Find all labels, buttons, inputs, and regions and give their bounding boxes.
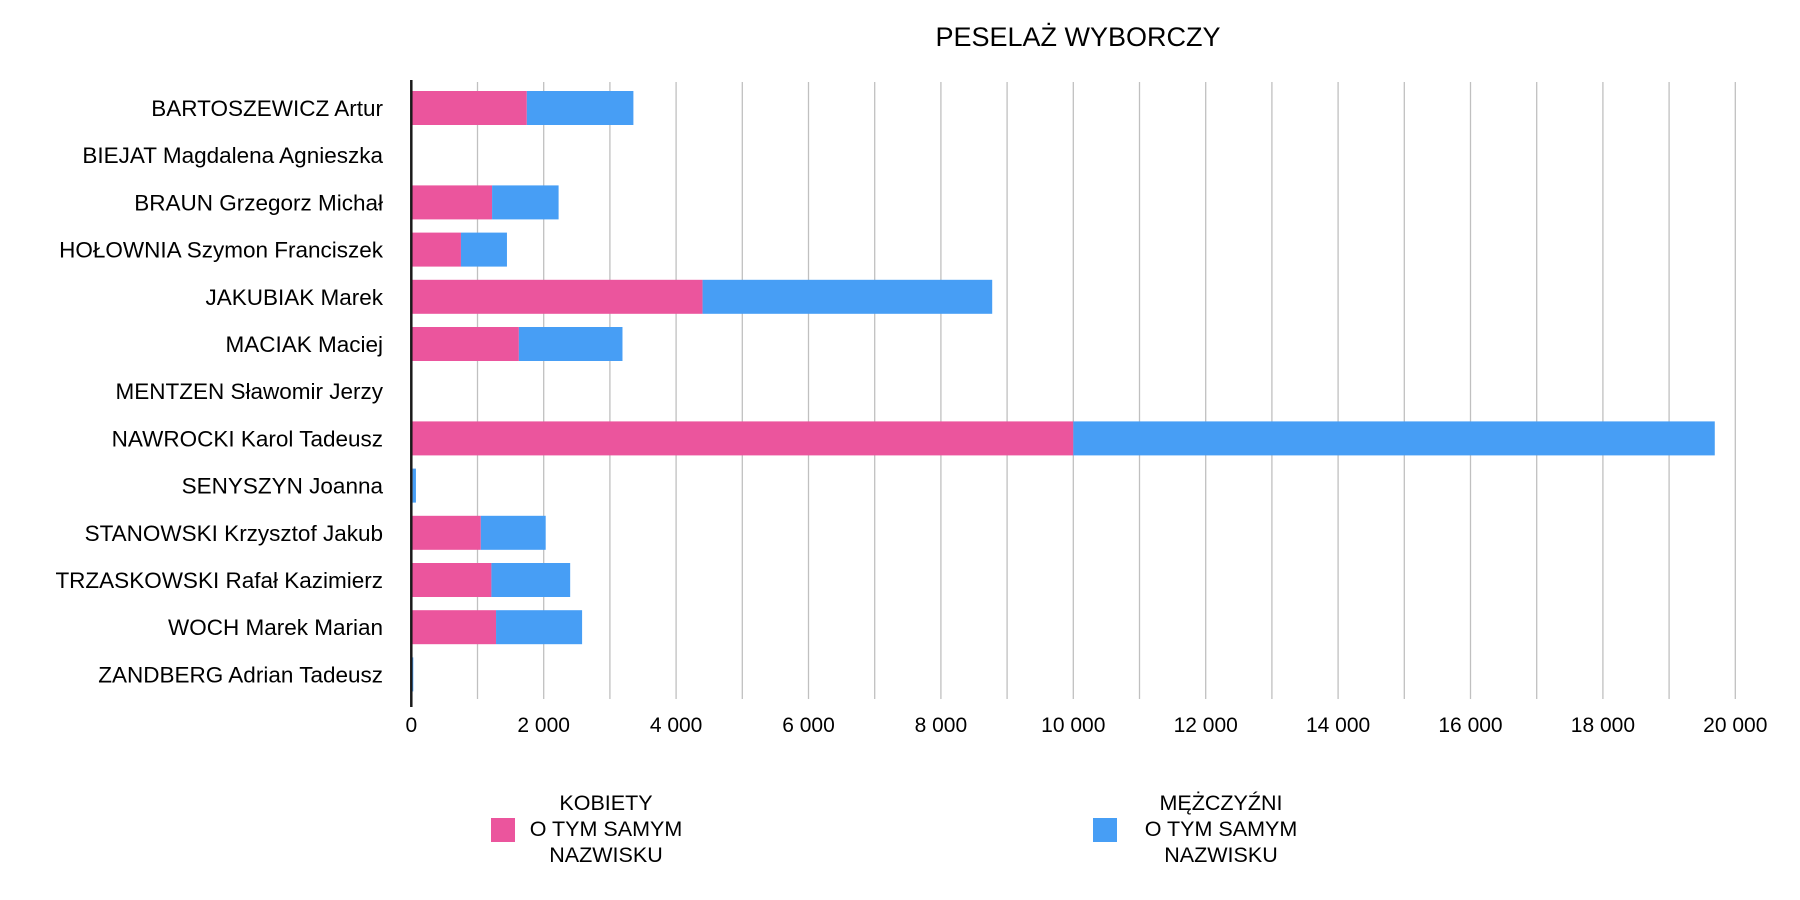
legend-label-line: MĘŻCZYŹNI <box>1159 790 1282 815</box>
bar-segment-men <box>480 515 546 550</box>
bar-segment-women <box>411 327 519 361</box>
legend-label-line: O TYM SAMYM <box>530 817 683 841</box>
bar-segment-men <box>492 185 559 220</box>
category-label: NAWROCKI Karol Tadeusz <box>112 426 383 451</box>
legend-swatch <box>1093 818 1117 842</box>
category-label: WOCH Marek Marian <box>168 615 383 640</box>
category-label: SENYSZYN Joanna <box>182 474 384 499</box>
bar-segment-men <box>702 279 993 314</box>
category-label: BIEJAT Magdalena Agnieszka <box>82 143 383 168</box>
bars <box>411 91 1715 692</box>
chart-title: PESELAŻ WYBORCZY <box>935 21 1220 52</box>
bar-segment-men <box>496 610 583 645</box>
x-tick-label: 18 000 <box>1571 714 1635 737</box>
bar-segment-men <box>1073 421 1715 456</box>
bar-segment-women <box>411 563 492 597</box>
x-tick-label: 0 <box>405 714 417 737</box>
bar-segment-women <box>411 232 461 267</box>
category-label: BARTOSZEWICZ Artur <box>151 96 383 121</box>
x-tick-label: 6 000 <box>782 714 835 737</box>
category-label: STANOWSKI Krzysztof Jakub <box>85 521 383 546</box>
legend-label-line: NAZWISKU <box>549 843 662 867</box>
bar-segment-men <box>460 232 507 267</box>
x-tick-label: 20 000 <box>1703 714 1767 737</box>
x-tick-label: 2 000 <box>517 714 570 737</box>
bar-segment-women <box>411 515 481 550</box>
bar-segment-women <box>411 610 497 645</box>
gridlines <box>476 82 1736 699</box>
bar-segment-women <box>411 185 493 220</box>
x-tick-label: 16 000 <box>1438 714 1502 737</box>
bar-segment-men <box>491 563 571 597</box>
x-tick-label: 4 000 <box>650 714 703 737</box>
bar-segment-women <box>411 279 703 314</box>
bar-segment-men <box>412 468 416 503</box>
x-tick-label: 10 000 <box>1041 714 1105 737</box>
bar-segment-men <box>411 657 414 692</box>
category-label: MENTZEN Sławomir Jerzy <box>115 379 383 404</box>
category-label: BRAUN Grzegorz Michał <box>134 190 383 215</box>
category-label: TRZASKOWSKI Rafał Kazimierz <box>55 568 383 593</box>
category-label: JAKUBIAK Marek <box>205 285 383 310</box>
category-labels: BARTOSZEWICZ Artur BIEJAT Magdalena Agnie… <box>55 96 383 687</box>
category-label: ZANDBERG Adrian Tadeusz <box>98 662 383 687</box>
bar-segment-women <box>411 421 1074 456</box>
category-label: HOŁOWNIA Szymon Franciszek <box>59 238 384 263</box>
legend-swatch <box>491 818 515 842</box>
x-tick-label: 12 000 <box>1174 714 1238 737</box>
legend-label-line: NAZWISKU <box>1164 843 1277 867</box>
bar-segment-men <box>526 91 634 125</box>
x-tick-label: 8 000 <box>915 714 968 737</box>
bar-segment-women <box>411 91 527 125</box>
category-label: MACIAK Maciej <box>225 332 383 357</box>
bar-segment-men <box>518 327 623 361</box>
x-tick-label: 14 000 <box>1306 714 1370 737</box>
x-tick-labels: 0 2 000 4 000 6 000 8 000 10 000 12 000 14 000 1… <box>405 714 1767 737</box>
legend-label-line: O TYM SAMYM <box>1145 817 1298 841</box>
legend-label-line: KOBIETY <box>559 791 652 815</box>
